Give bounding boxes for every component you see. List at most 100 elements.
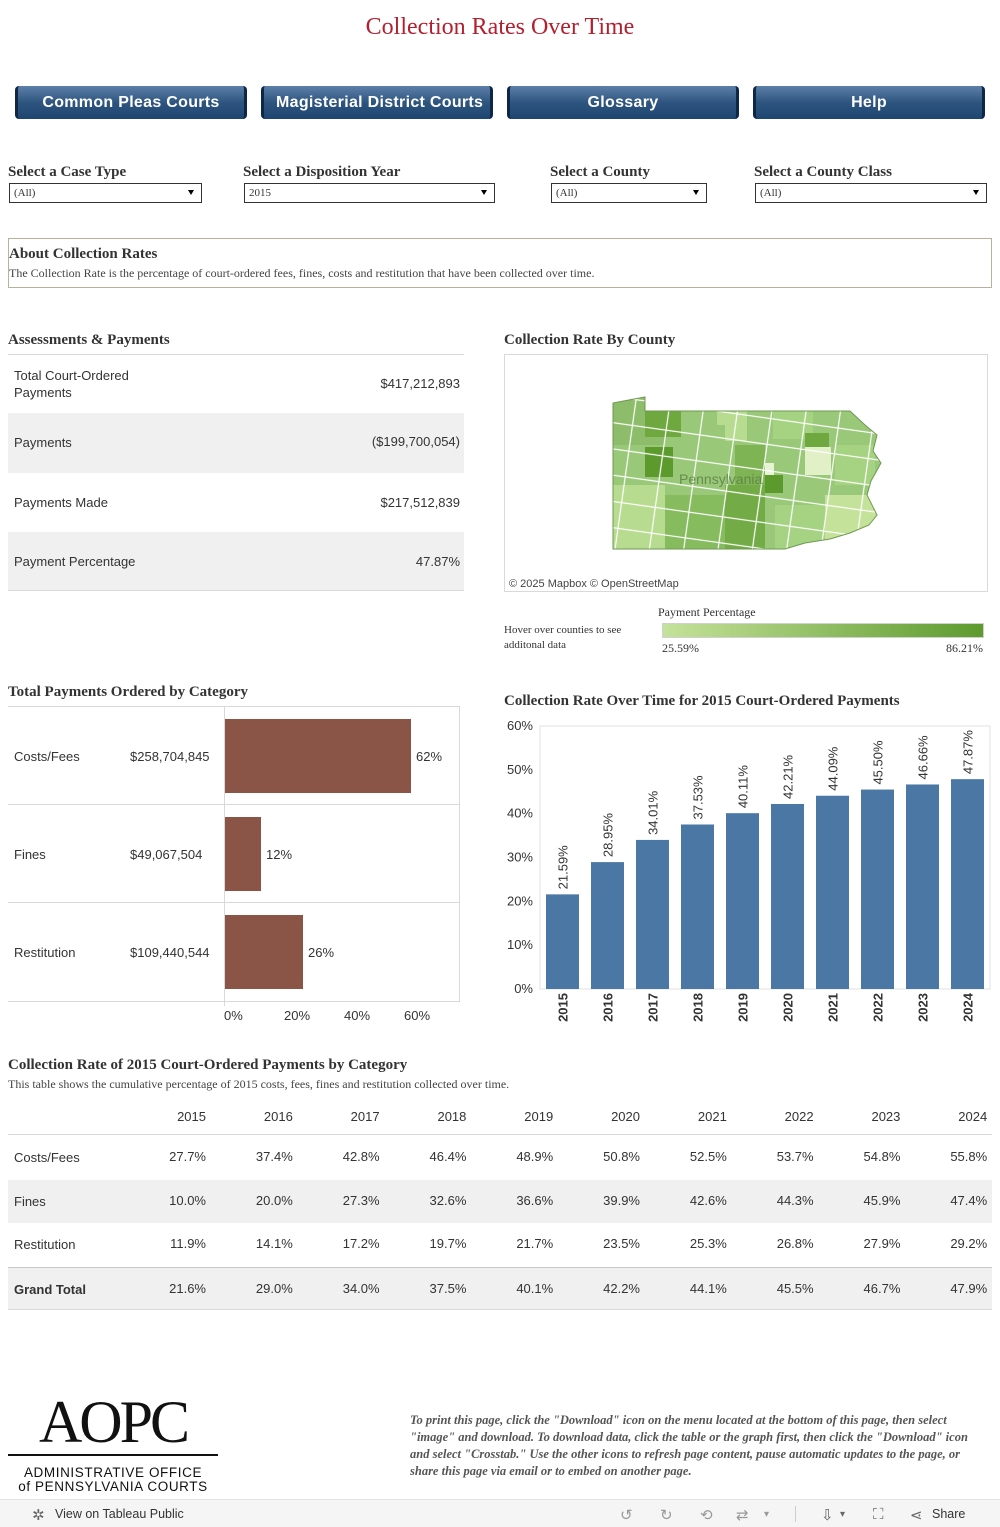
data-label: 45.50%	[871, 740, 886, 785]
row-label: Payments Made	[14, 495, 108, 510]
table-body: Costs/Fees 27.7% 37.4% 42.8% 46.4% 48.9% 50.8%…	[0, 1136, 1000, 1316]
bar[interactable]	[816, 795, 849, 989]
category-chart: Costs/Fees $258,704,845 62% Fines $49,067,50…	[0, 706, 470, 1036]
assessment-row[interactable]: Payments Made $217,512,839	[8, 473, 464, 532]
category-row[interactable]: Fines $49,067,504 12%	[8, 804, 460, 902]
table-cell: 47.4%	[950, 1192, 988, 1208]
share-icon[interactable]: ⋖	[910, 1507, 923, 1524]
table-row[interactable]: Grand Total 21.6% 29.0% 34.0% 37.5% 40.1% 42.2…	[8, 1266, 992, 1310]
data-label: 28.95%	[601, 813, 616, 858]
category-name: Restitution	[14, 945, 76, 960]
bar[interactable]	[636, 839, 669, 989]
nav-common-pleas-button[interactable]: Common Pleas Courts	[15, 86, 247, 119]
row-label: Restitution	[14, 1237, 76, 1252]
category-pct-label: 26%	[308, 945, 335, 960]
row-label: Payment Percentage	[14, 554, 136, 569]
bar[interactable]	[906, 784, 939, 989]
refresh-icon[interactable]: ⇄	[736, 1507, 749, 1524]
category-value: $49,067,504	[130, 847, 203, 862]
category-name: Costs/Fees	[14, 749, 80, 764]
disposition-year-label: Select a Disposition Year	[243, 164, 401, 180]
legend-title: Payment Percentage	[658, 605, 756, 619]
map-title: Collection Rate By County	[504, 332, 676, 348]
case-type-label: Select a Case Type	[8, 164, 127, 180]
y-tick-label: 30%	[507, 850, 533, 865]
plot-frame[interactable]	[539, 725, 991, 990]
table-cell: 10.0%	[169, 1192, 206, 1208]
fullscreen-icon[interactable]: ⛶	[873, 1506, 884, 1523]
view-on-tableau-link[interactable]: View on Tableau Public	[55, 1507, 184, 1521]
category-bar[interactable]	[225, 817, 261, 891]
county-map[interactable]: Pennsylvania © 2025 Mapbox © OpenStreetM…	[504, 354, 988, 592]
nav-help-button[interactable]: Help	[753, 86, 985, 119]
row-label: Costs/Fees	[14, 1150, 80, 1165]
category-bar[interactable]	[225, 915, 303, 989]
bar[interactable]	[591, 862, 624, 989]
county-select[interactable]: (All)	[551, 183, 707, 203]
y-tick-label: 60%	[507, 718, 533, 733]
table-cell: 27.7%	[169, 1149, 206, 1164]
bar[interactable]	[726, 813, 759, 989]
bar[interactable]	[951, 779, 984, 989]
pennsylvania-map-svg[interactable]: Pennsylvania © 2025 Mapbox © OpenStreetM…	[505, 355, 989, 593]
disposition-year-select[interactable]: 2015	[244, 183, 495, 203]
table-cell: 27.3%	[342, 1192, 380, 1208]
table-cell: 52.5%	[689, 1149, 727, 1164]
footer-instructions: To print this page, click the "Download"…	[410, 1413, 968, 1478]
download-icon[interactable]: ⇩	[821, 1507, 834, 1524]
table-cell: 26.8%	[776, 1236, 814, 1251]
row-label: Payments	[14, 435, 72, 450]
pennsylvania-counties[interactable]	[605, 395, 895, 555]
table-cell: 48.9%	[516, 1149, 554, 1164]
table-cell: 29.0%	[255, 1280, 293, 1296]
table-row[interactable]: Restitution 11.9% 14.1% 17.2% 19.7% 21.7% 23.5…	[8, 1223, 992, 1266]
bar[interactable]	[861, 789, 894, 989]
redo-icon[interactable]: ↻	[660, 1507, 673, 1524]
table-title: Collection Rate of 2015 Court-Ordered Pa…	[8, 1057, 408, 1073]
nav-magisterial-button[interactable]: Magisterial District Courts	[261, 86, 493, 119]
assessment-row[interactable]: Total Court-Ordered Payments $417,212,89…	[8, 355, 464, 413]
revert-icon[interactable]: ⟲	[700, 1507, 713, 1524]
bar[interactable]	[771, 803, 804, 989]
table-cell: 54.8%	[863, 1149, 901, 1164]
x-tick-label: 2023	[916, 993, 931, 1022]
assessment-row[interactable]: Payments ($199,700,054)	[8, 413, 464, 473]
table-cell: 45.5%	[776, 1280, 814, 1296]
share-button[interactable]: Share	[932, 1507, 966, 1521]
trend-chart-svg[interactable]: 0% 10% 20% 30% 40% 50% 60% 21.59% 2015 28.95% 2016…	[504, 718, 994, 1048]
case-type-select[interactable]: (All)	[9, 183, 202, 203]
x-tick-label: 20%	[284, 1008, 311, 1023]
chevron-down-icon[interactable]: ▾	[764, 1509, 770, 1520]
table-cell: 21.6%	[169, 1280, 206, 1296]
county-class-label: Select a County Class	[754, 164, 892, 180]
table-cell: 42.6%	[689, 1192, 727, 1208]
category-row[interactable]: Costs/Fees $258,704,845 62%	[8, 706, 460, 804]
column-header: 2020	[611, 1109, 640, 1124]
category-row[interactable]: Restitution $109,440,544 26%	[8, 902, 460, 1000]
table-cell: 42.2%	[603, 1280, 640, 1296]
trend-chart[interactable]: 0% 10% 20% 30% 40% 50% 60% 21.59% 2015 28.95% 2016…	[504, 718, 994, 1048]
x-tick-label: 2019	[736, 993, 751, 1022]
table-cell: 27.9%	[863, 1236, 901, 1251]
table-row[interactable]: Fines 10.0% 20.0% 27.3% 32.6% 36.6% 39.9% 42.6%…	[8, 1179, 992, 1223]
y-tick-label: 10%	[507, 937, 533, 952]
map-attribution: © 2025 Mapbox © OpenStreetMap	[509, 578, 679, 590]
table-cell: 45.9%	[863, 1192, 901, 1208]
undo-icon[interactable]: ↺	[620, 1507, 633, 1524]
nav-glossary-button[interactable]: Glossary	[507, 86, 739, 119]
trend-chart-title: Collection Rate Over Time for 2015 Court…	[504, 693, 900, 709]
category-bar[interactable]	[225, 719, 411, 793]
county-class-select[interactable]: (All)	[755, 183, 987, 203]
chevron-down-icon[interactable]: ▾	[840, 1509, 846, 1520]
bar[interactable]	[681, 824, 714, 989]
table-cell: 23.5%	[603, 1236, 640, 1251]
axis-line	[224, 706, 225, 1006]
bar[interactable]	[546, 894, 579, 989]
assessment-row[interactable]: Payment Percentage 47.87%	[8, 532, 464, 591]
category-pct-label: 12%	[266, 847, 293, 862]
x-tick-label: 2022	[871, 993, 886, 1022]
chevron-down-icon	[693, 190, 699, 195]
table-cell: 44.3%	[776, 1192, 814, 1208]
table-row[interactable]: Costs/Fees 27.7% 37.4% 42.8% 46.4% 48.9% 50.8%…	[8, 1136, 992, 1179]
table-cell: 11.9%	[170, 1236, 206, 1251]
